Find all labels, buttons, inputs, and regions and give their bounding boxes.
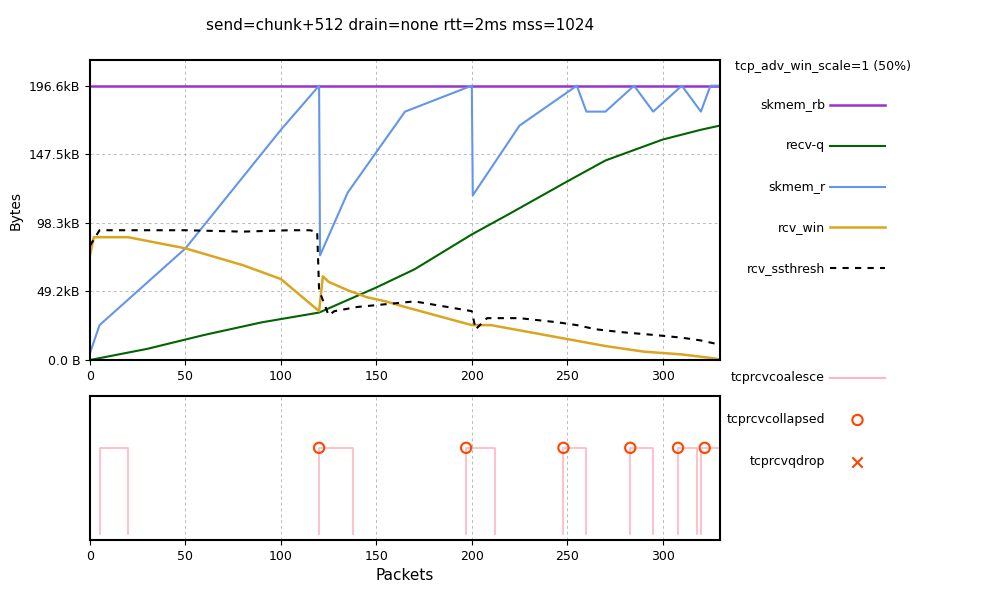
Text: skmem_r: skmem_r [768, 180, 825, 193]
Text: tcprcvcoalesce: tcprcvcoalesce [731, 371, 825, 385]
Y-axis label: Bytes: Bytes [9, 191, 23, 229]
Point [622, 443, 638, 452]
X-axis label: Packets: Packets [376, 568, 434, 583]
Text: rcv_win: rcv_win [778, 221, 825, 234]
Point [940, 348, 956, 358]
Point [458, 443, 474, 452]
Text: rcv_ssthresh: rcv_ssthresh [747, 262, 825, 275]
Text: skmem_rb: skmem_rb [760, 98, 825, 112]
Text: send=chunk+512 drain=none rtt=2ms mss=1024: send=chunk+512 drain=none rtt=2ms mss=10… [206, 18, 594, 33]
Point [311, 443, 327, 452]
Text: recv-q: recv-q [786, 139, 825, 152]
Text: tcprcvqdrop: tcprcvqdrop [750, 455, 825, 469]
Point [697, 443, 713, 452]
Point [940, 306, 956, 316]
Text: tcp_adv_win_scale=1 (50%): tcp_adv_win_scale=1 (50%) [735, 60, 911, 73]
Point [555, 443, 571, 452]
Point [670, 443, 686, 452]
Text: tcprcvcollapsed: tcprcvcollapsed [726, 413, 825, 427]
